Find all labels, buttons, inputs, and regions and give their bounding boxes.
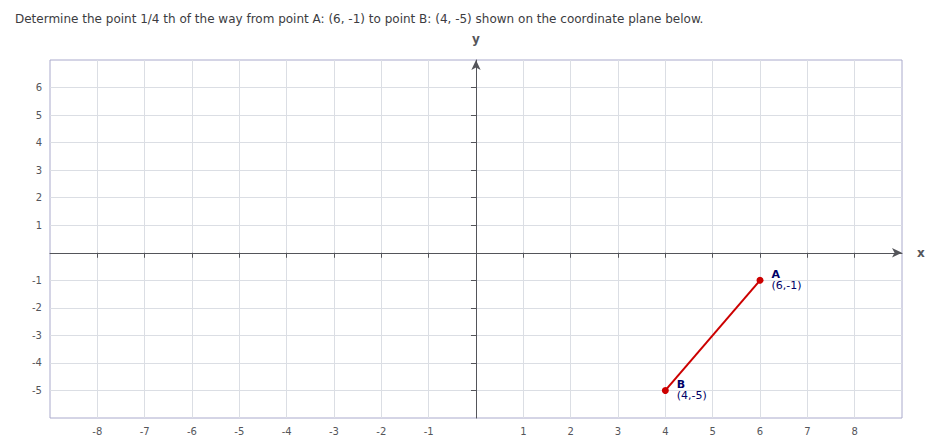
svg-text:2: 2 <box>567 426 573 437</box>
svg-text:3: 3 <box>615 426 621 437</box>
svg-text:-2: -2 <box>376 426 386 437</box>
svg-text:7: 7 <box>804 426 810 437</box>
svg-text:6: 6 <box>36 82 42 93</box>
svg-text:Determine the point 1/4 th of: Determine the point 1/4 th of the way fr… <box>15 12 703 26</box>
svg-text:A: A <box>771 268 780 282</box>
svg-text:-1: -1 <box>32 275 42 286</box>
svg-text:4: 4 <box>36 137 42 148</box>
svg-text:2: 2 <box>36 192 42 203</box>
svg-text:1: 1 <box>36 220 42 231</box>
svg-text:(6,-1): (6,-1) <box>772 279 802 292</box>
svg-text:3: 3 <box>36 165 42 176</box>
svg-text:-7: -7 <box>140 426 150 437</box>
svg-text:1: 1 <box>520 426 526 437</box>
svg-text:-5: -5 <box>32 385 42 396</box>
svg-text:-1: -1 <box>424 426 434 437</box>
svg-text:y: y <box>472 32 480 46</box>
svg-text:-4: -4 <box>282 426 292 437</box>
svg-text:-4: -4 <box>32 357 42 368</box>
svg-text:6: 6 <box>757 426 763 437</box>
svg-text:(4,-5): (4,-5) <box>677 389 707 402</box>
svg-text:x: x <box>917 246 925 260</box>
svg-text:-3: -3 <box>329 426 339 437</box>
svg-text:4: 4 <box>662 426 668 437</box>
svg-text:-5: -5 <box>234 426 244 437</box>
svg-text:-8: -8 <box>92 426 102 437</box>
svg-text:-2: -2 <box>32 302 42 313</box>
svg-text:5: 5 <box>709 426 715 437</box>
svg-text:-6: -6 <box>187 426 197 437</box>
svg-text:B: B <box>676 378 686 392</box>
svg-text:5: 5 <box>36 110 42 121</box>
svg-text:-3: -3 <box>32 330 42 341</box>
svg-text:8: 8 <box>851 426 857 437</box>
